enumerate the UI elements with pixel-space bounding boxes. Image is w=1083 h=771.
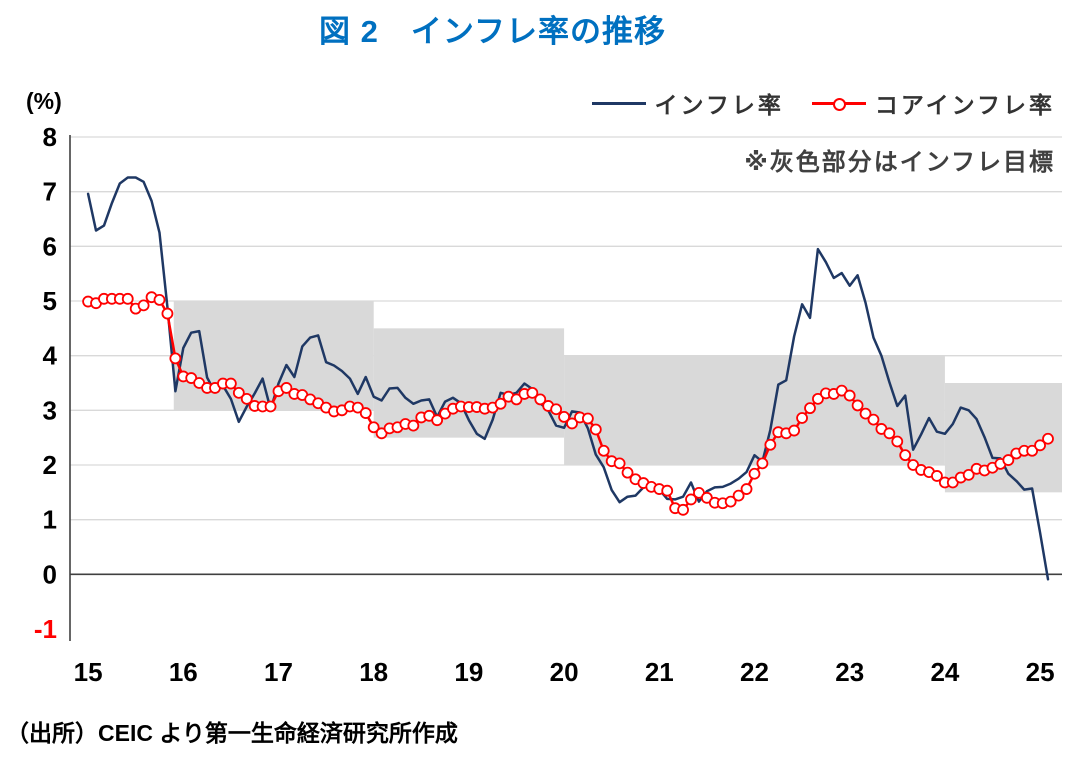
legend: インフレ率 コアインフレ率	[591, 86, 1055, 120]
series-marker	[812, 392, 824, 405]
series-marker	[962, 468, 975, 481]
series-marker	[589, 423, 602, 436]
series-marker	[161, 307, 174, 320]
y-tick-label: -1	[34, 614, 57, 644]
series-marker	[121, 292, 134, 305]
series-marker	[1042, 432, 1054, 445]
series-marker	[494, 397, 507, 410]
red-line-circle-sample-icon	[811, 97, 866, 111]
series-marker	[851, 399, 864, 412]
series-marker	[153, 294, 166, 306]
x-tick-label: 19	[454, 657, 483, 687]
series-marker	[899, 449, 912, 462]
series-marker	[510, 393, 523, 406]
series-marker	[931, 470, 943, 482]
x-tick-label: 18	[359, 657, 388, 687]
series-marker	[724, 495, 737, 508]
series-marker	[859, 407, 872, 420]
series-marker	[621, 466, 634, 479]
y-tick-label: 3	[43, 395, 57, 425]
series-marker	[264, 400, 277, 413]
series-marker	[351, 401, 364, 414]
series-marker	[558, 410, 570, 423]
series-marker	[796, 412, 808, 424]
x-tick-label: 20	[550, 657, 579, 687]
series-marker	[1026, 444, 1039, 457]
series-marker	[137, 299, 150, 312]
series-marker	[431, 414, 444, 427]
legend-item-inflation: インフレ率	[591, 86, 784, 120]
y-tick-label: 7	[43, 177, 57, 207]
y-tick-label: 2	[43, 450, 57, 480]
series-marker	[661, 484, 674, 497]
x-tick-label: 25	[1026, 657, 1055, 687]
series-marker	[526, 386, 539, 399]
y-tick-label: 0	[43, 559, 57, 589]
marker-dot-icon	[832, 97, 846, 111]
series-marker	[240, 392, 253, 405]
series-marker	[891, 435, 904, 448]
navy-line-sample-icon	[591, 101, 646, 105]
legend-item-core-inflation: コアインフレ率	[811, 86, 1055, 120]
series-marker	[685, 493, 697, 506]
series-marker	[867, 413, 880, 426]
series-marker	[566, 417, 578, 430]
source-note: （出所）CEIC より第一生命経済研究所作成	[6, 720, 458, 746]
series-marker	[169, 352, 182, 365]
y-tick-label: 5	[43, 286, 57, 316]
y-tick-label: 1	[43, 505, 57, 535]
series-marker	[677, 503, 689, 516]
series-marker	[732, 489, 745, 502]
series-marker	[1002, 454, 1015, 466]
series-marker	[788, 424, 801, 437]
series-marker	[359, 407, 372, 419]
chart-title: 図 2 インフレ率の推移	[319, 14, 666, 49]
series-marker	[367, 421, 380, 434]
x-tick-label: 24	[930, 657, 959, 687]
x-tick-label: 17	[264, 657, 293, 687]
series-marker	[748, 467, 761, 480]
x-tick-label: 15	[74, 657, 103, 687]
series-marker	[1034, 439, 1046, 452]
legend-label-core-inflation: コアインフレ率	[874, 92, 1055, 118]
series-marker	[764, 438, 777, 451]
x-tick-label: 21	[645, 657, 674, 687]
x-tick-label: 16	[169, 657, 198, 687]
series-marker	[232, 386, 245, 399]
series-marker	[843, 389, 856, 402]
series-marker	[280, 382, 293, 394]
series-marker	[224, 377, 237, 390]
x-tick-label: 23	[835, 657, 864, 687]
series-marker	[740, 483, 753, 495]
series-marker	[804, 402, 816, 415]
y-tick-label: 6	[43, 231, 57, 261]
inflation-target-note: ※灰色部分はインフレ目標	[744, 149, 1055, 176]
series-marker	[883, 427, 896, 440]
y-tick-label: 4	[43, 341, 58, 371]
y-tick-label: 8	[43, 122, 57, 152]
series-marker	[534, 393, 547, 406]
x-tick-label: 22	[740, 657, 769, 687]
series-marker	[581, 412, 594, 425]
series-marker	[613, 457, 626, 470]
legend-label-inflation: インフレ率	[654, 92, 784, 118]
series-marker	[756, 457, 769, 470]
series-marker	[407, 419, 420, 432]
y-axis-unit-label: (%)	[26, 88, 62, 114]
series-marker	[597, 444, 610, 457]
series-marker	[550, 403, 563, 416]
